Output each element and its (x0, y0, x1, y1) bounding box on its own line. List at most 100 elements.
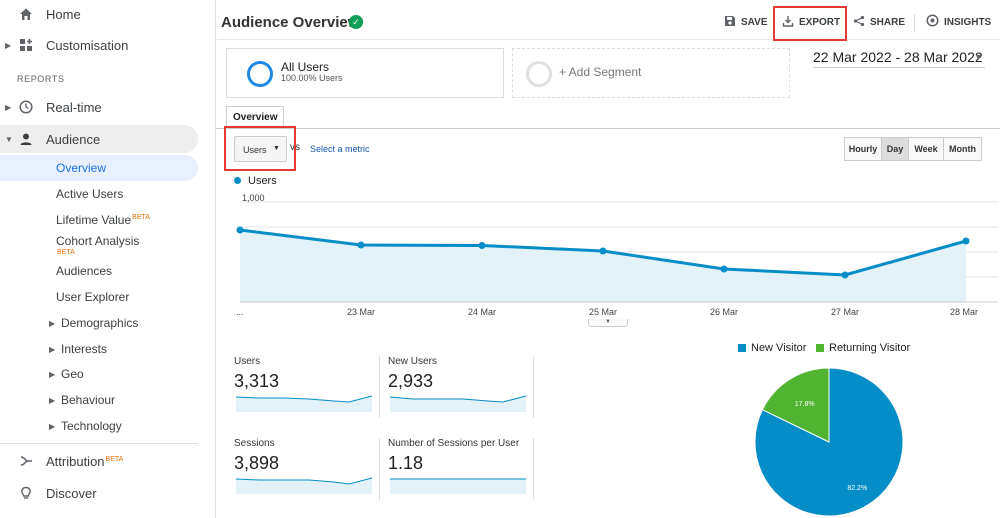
collapse-icon[interactable]: ▼ (5, 134, 13, 144)
segment-all-users[interactable]: All Users 100.00% Users (226, 48, 504, 98)
series-legend-label: Users (248, 175, 277, 187)
metric-tile-sessions[interactable]: Sessions 3,898 (234, 438, 378, 514)
divider (379, 356, 380, 418)
nav-customisation-label: Customisation (46, 37, 129, 53)
select-metric-link[interactable]: Select a metric (310, 144, 370, 154)
metric-name: Sessions (234, 438, 275, 449)
insights-button[interactable]: INSIGHTS (926, 12, 991, 32)
sidebar-item-geo[interactable]: ▶ Geo (0, 361, 198, 387)
beta-badge: BETA (57, 249, 75, 256)
data-point (962, 237, 970, 245)
insights-icon (926, 14, 939, 30)
expand-icon[interactable]: ▶ (49, 369, 56, 379)
sidebar-item-user-explorer[interactable]: User Explorer (0, 284, 198, 310)
sidebar-item-label: Behaviour (61, 393, 116, 407)
divider (379, 438, 380, 500)
nav-attribution[interactable]: AttributionBETA (0, 447, 216, 475)
x-tick-label: 27 Mar (831, 307, 859, 317)
metric-highlight-box (224, 126, 296, 171)
sidebar-item-label: Cohort Analysis (56, 234, 140, 248)
share-button[interactable]: SHARE (853, 12, 905, 32)
metric-tile-sessions-per-user[interactable]: Number of Sessions per User 1.18 (388, 438, 532, 514)
data-point (478, 242, 486, 249)
sidebar-item-label: User Explorer (56, 290, 130, 304)
x-tick-label: 28 Mar (950, 307, 978, 317)
sidebar-item-label: Technology (61, 419, 122, 433)
sidebar-item-cohort-analysis[interactable]: Cohort Analysis BETA (0, 232, 198, 262)
reports-section-header: REPORTS (17, 74, 65, 84)
divider (914, 14, 915, 32)
sidebar-item-label: Demographics (61, 316, 139, 330)
metric-tile-users[interactable]: Users 3,313 (234, 356, 378, 432)
hourly-button[interactable]: Hourly (844, 137, 882, 161)
expand-icon[interactable]: ▶ (5, 102, 12, 112)
day-button[interactable]: Day (881, 137, 909, 161)
sidebar-item-label: Audiences (56, 264, 113, 278)
date-range-picker[interactable]: 22 Mar 2022 - 28 Mar 2022 (813, 49, 983, 65)
share-icon (853, 15, 865, 30)
sidebar-item-active-users[interactable]: Active Users (0, 181, 198, 207)
add-segment-button[interactable]: + Add Segment (512, 48, 790, 98)
sidebar-item-label: Geo (61, 367, 84, 381)
expand-icon[interactable]: ▶ (49, 395, 56, 405)
nav-audience[interactable]: ▼ Audience (0, 125, 198, 153)
save-label: SAVE (741, 16, 768, 28)
lightbulb-icon (18, 485, 34, 501)
week-button[interactable]: Week (908, 137, 944, 161)
beta-badge: BETA (105, 455, 124, 463)
expand-icon[interactable]: ▶ (49, 344, 56, 354)
sidebar-item-demographics[interactable]: ▶ Demographics (0, 310, 198, 336)
metric-name: Number of Sessions per User (388, 438, 520, 449)
nav-customisation[interactable]: ▶ Customisation (0, 31, 216, 59)
nav-home-label: Home (46, 6, 81, 22)
divider (0, 443, 198, 444)
divider (533, 438, 534, 500)
download-icon (782, 15, 794, 30)
metric-tile-new-users[interactable]: New Users 2,933 (388, 356, 532, 432)
page-title: Audience Overview (221, 14, 360, 31)
sparkline (235, 395, 373, 412)
expand-icon[interactable]: ▶ (49, 421, 56, 431)
attribution-icon (18, 453, 34, 469)
metric-value: 1.18 (388, 453, 424, 473)
nav-realtime[interactable]: ▶ Real-time (0, 93, 216, 121)
export-button[interactable]: EXPORT (782, 12, 840, 32)
y-tick-label: 1,000 (242, 193, 265, 203)
nav-discover[interactable]: Discover (0, 479, 216, 507)
data-point (236, 226, 244, 234)
month-button[interactable]: Month (943, 137, 982, 161)
sidebar: Home ▶ Customisation REPORTS ▶ Real-time… (0, 0, 216, 518)
segment-ring-icon (247, 61, 273, 87)
sparkline (389, 395, 527, 412)
divider (533, 356, 534, 418)
save-button[interactable]: SAVE (724, 12, 768, 32)
segment-percentage: 100.00% Users (281, 73, 343, 83)
tab-overview[interactable]: Overview (226, 106, 284, 129)
sidebar-item-label: Interests (61, 342, 108, 356)
area-fill (240, 230, 966, 302)
sidebar-item-audiences[interactable]: Audiences (0, 258, 198, 284)
report-header: Audience Overview ✓ SAVE EXPORT SHARE (217, 0, 1000, 40)
segment-ring-icon (526, 61, 552, 87)
home-icon (18, 6, 34, 22)
clock-icon (18, 99, 34, 115)
add-segment-label: + Add Segment (559, 65, 642, 79)
metric-dropdown[interactable]: Users ▼ (234, 136, 287, 162)
nav-home[interactable]: Home (0, 0, 216, 28)
verified-check-icon: ✓ (349, 15, 363, 29)
x-tick-label: 23 Mar (347, 307, 375, 317)
pie-slice (761, 367, 830, 443)
sidebar-item-technology[interactable]: ▶ Technology (0, 413, 198, 439)
series-legend-dot (234, 177, 241, 184)
expand-icon[interactable]: ▶ (5, 40, 12, 50)
expand-icon[interactable]: ▶ (49, 318, 56, 328)
legend-label: Returning Visitor (829, 342, 911, 354)
sidebar-item-behaviour[interactable]: ▶ Behaviour (0, 387, 198, 413)
legend-swatch (738, 344, 746, 352)
sidebar-item-lifetime-value[interactable]: Lifetime ValueBETA (0, 207, 198, 233)
sidebar-item-interests[interactable]: ▶ Interests (0, 336, 198, 362)
sidebar-item-label-wrap: Lifetime ValueBETA (56, 213, 150, 227)
sidebar-item-overview[interactable]: Overview (0, 155, 198, 181)
chevron-down-icon[interactable]: ▼ (974, 52, 983, 62)
collapse-chart-toggle[interactable]: ▼ (588, 319, 628, 327)
